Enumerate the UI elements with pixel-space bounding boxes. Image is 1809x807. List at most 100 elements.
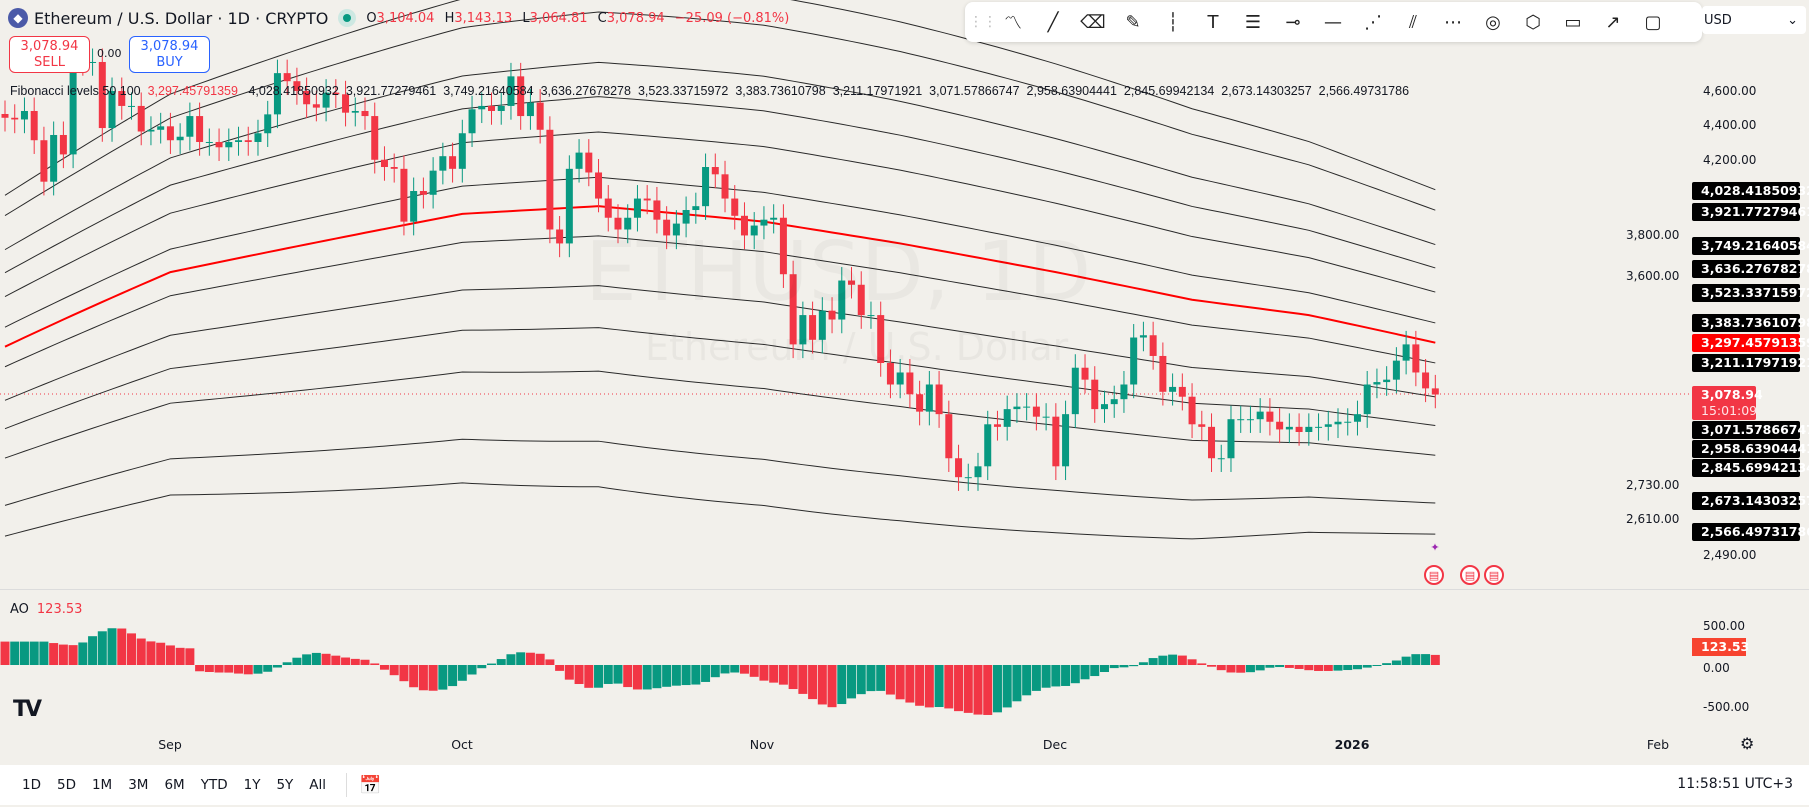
ao-bar (1109, 665, 1119, 669)
ao-bar (29, 641, 39, 665)
price-tick: 4,600.00 (1703, 84, 1757, 98)
ao-bar (321, 653, 331, 665)
candle-body (955, 458, 963, 478)
ao-bar (924, 665, 934, 708)
last-price-label: 3,078.94 15:01:09 (1692, 385, 1763, 420)
candle-body (1139, 335, 1147, 338)
range-1m[interactable]: 1M (91, 777, 113, 793)
arrow-icon[interactable]: ↗ (1605, 11, 1621, 33)
candle-body (1305, 426, 1313, 432)
price-change: −25.09 (−0.81%) (674, 10, 790, 26)
candle-body (458, 133, 466, 169)
candle-body (585, 152, 593, 173)
ao-bar (1168, 654, 1178, 665)
range-6m[interactable]: 6M (164, 777, 185, 793)
symbol-title[interactable]: Ethereum / U.S. Dollar · 1D · CRYPTO (34, 8, 329, 28)
eraser-icon[interactable]: ⌫ (1080, 11, 1106, 33)
fib-retracement-icon[interactable]: ☰ (1244, 11, 1262, 33)
candle-body (517, 76, 525, 117)
candle-body (1149, 335, 1157, 356)
range-ytd[interactable]: YTD (200, 777, 228, 793)
clock[interactable]: 11:58:51 UTC+3 (1677, 776, 1793, 792)
ao-bar (1372, 665, 1382, 666)
range-5d[interactable]: 5D (56, 777, 76, 793)
ao-bar (866, 665, 876, 692)
vertical-line-icon[interactable]: ┆ (1167, 11, 1179, 33)
polyline-icon[interactable]: ⬡ (1525, 11, 1541, 33)
candle-body (254, 133, 262, 142)
price-tick: 4,200.00 (1703, 152, 1757, 167)
range-5y[interactable]: 5Y (276, 777, 294, 793)
candle-body (692, 206, 700, 211)
ao-bar (1148, 658, 1158, 665)
range-all[interactable]: All (309, 777, 327, 793)
sparkle-icon[interactable]: ✦ (1430, 540, 1440, 554)
horizontal-ray-icon[interactable]: ⊸ (1285, 11, 1301, 33)
ao-bar (1391, 660, 1401, 665)
candle-body (468, 109, 476, 134)
pitchfork-icon[interactable]: ⋯ (1444, 11, 1462, 33)
ao-bar (642, 665, 652, 690)
ao-bar (204, 665, 214, 673)
candle-body (643, 198, 651, 201)
ao-legend[interactable]: AO 123.53 (10, 602, 83, 617)
fib-level-tag: 2,958.63904441 (1692, 439, 1809, 458)
candle-body (536, 102, 544, 130)
go-to-date-icon[interactable]: 📅 (359, 774, 382, 796)
candle-body (273, 73, 281, 115)
drawing-toolbar: ⋮⋮ 〽 ╱ ⌫ ✎ ┆ T ☰ ⊸ — ⋰ ⫽ ⋯ ◎ ⬡ ▭ ↗ ▢ (965, 2, 1702, 42)
currency-select[interactable]: USD ⌄ (1702, 6, 1806, 34)
brush-icon[interactable]: ✎ (1125, 11, 1141, 33)
rectangle-icon[interactable]: ▢ (1644, 11, 1662, 33)
candle-body (429, 170, 437, 195)
ao-bar (165, 645, 175, 665)
range-1d[interactable]: 1D (22, 777, 41, 793)
horizontal-line-icon[interactable]: — (1324, 11, 1342, 33)
candle-body (1120, 384, 1128, 400)
candle-body (731, 198, 739, 216)
ao-bar (428, 665, 438, 691)
sell-button[interactable]: 3,078.94 SELL (9, 36, 90, 73)
candle-body (449, 156, 457, 169)
text-icon[interactable]: T (1207, 11, 1219, 33)
settings-icon[interactable]: ⚙ (1740, 734, 1755, 753)
ao-bar (1236, 665, 1246, 673)
symbol-header[interactable]: ◆ Ethereum / U.S. Dollar · 1D · CRYPTO O… (8, 8, 795, 28)
us-flag-event-icon[interactable]: ▤ (1484, 565, 1504, 585)
us-flag-event-icon[interactable]: ▤ (1460, 565, 1480, 585)
circle-icon[interactable]: ◎ (1485, 11, 1501, 33)
ao-bar (555, 665, 565, 671)
ao-bar (1275, 665, 1285, 668)
drag-handle-icon[interactable]: ⋮⋮ (969, 14, 997, 30)
fib-band-line (4, 482, 1436, 540)
pane-separator[interactable] (0, 589, 1809, 590)
ao-bar (1187, 659, 1197, 665)
candle-body (779, 217, 787, 275)
price-tick: 2,610.00 (1626, 512, 1680, 527)
candle-body (1198, 424, 1206, 427)
tradingview-logo[interactable]: TV (13, 697, 42, 722)
path-icon[interactable]: 〽 (1004, 13, 1022, 34)
callout-icon[interactable]: ▭ (1564, 11, 1582, 33)
ao-bar (895, 665, 905, 700)
fib-level-value: 3,749.21640584 (443, 84, 534, 98)
us-flag-event-icon[interactable]: ▤ (1424, 565, 1444, 585)
double-line-icon[interactable]: ⫽ (1408, 11, 1418, 33)
buy-button[interactable]: 3,078.94 BUY (129, 36, 210, 73)
fib-basis-line (4, 205, 1436, 348)
price-chart[interactable] (0, 0, 1809, 765)
ao-bar (564, 665, 574, 680)
fib-level-value: 2,958.63904441 (1026, 84, 1117, 98)
range-1y[interactable]: 1Y (243, 777, 261, 793)
fib-indicator-legend[interactable]: Fibonacci levels 50 100 3,297.45791359 4… (10, 84, 1410, 98)
range-3m[interactable]: 3M (128, 777, 149, 793)
ao-bar (516, 652, 526, 665)
candle-body (1334, 421, 1342, 425)
candle-body (633, 198, 641, 218)
trend-line-icon[interactable]: ╱ (1047, 11, 1059, 33)
fib-band-line (4, 176, 1436, 328)
ao-bar (1284, 665, 1294, 668)
candle-body (50, 134, 58, 182)
candle-body (935, 384, 943, 415)
parallel-channel-icon[interactable]: ⋰ (1364, 11, 1382, 33)
